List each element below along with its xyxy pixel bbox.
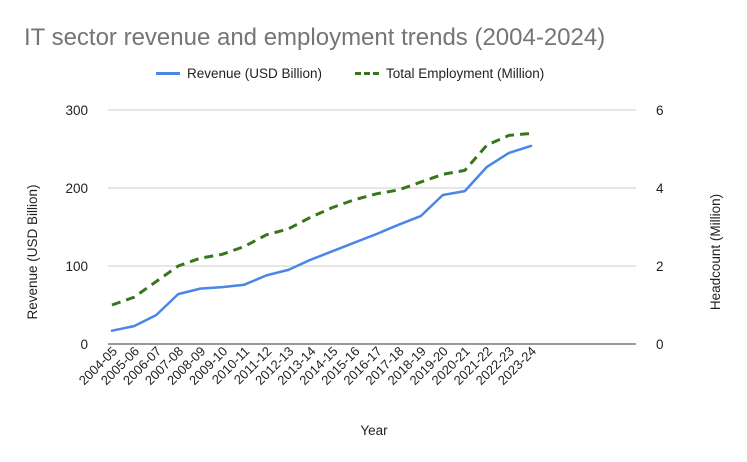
data-point-revenue: [508, 152, 510, 154]
x-axis-title: Year: [360, 423, 388, 438]
y2-tick-label: 0: [656, 337, 664, 352]
data-point-employment: [309, 216, 311, 218]
y2-tick-label: 2: [656, 259, 664, 274]
data-point-revenue: [331, 250, 333, 252]
data-point-employment: [464, 169, 466, 171]
y2-tick-label: 4: [656, 181, 664, 196]
data-point-revenue: [464, 190, 466, 192]
data-point-revenue: [243, 284, 245, 286]
data-point-employment: [221, 253, 223, 255]
y-tick-label: 100: [65, 259, 88, 274]
legend-label-employment: Total Employment (Million): [386, 66, 545, 81]
data-point-revenue: [442, 194, 444, 196]
legend: Revenue (USD Billion) Total Employment (…: [0, 66, 747, 86]
y2-tick-label: 6: [656, 103, 664, 118]
data-point-revenue: [265, 274, 267, 276]
data-point-employment: [287, 228, 289, 230]
data-point-employment: [265, 234, 267, 236]
data-point-employment: [508, 134, 510, 136]
data-point-employment: [420, 181, 422, 183]
data-point-employment: [111, 304, 113, 306]
data-point-revenue: [177, 293, 179, 295]
legend-item-employment[interactable]: Total Employment (Million): [355, 66, 544, 81]
data-point-employment: [353, 199, 355, 201]
data-point-revenue: [530, 145, 532, 147]
series-line-revenue: [110, 144, 533, 332]
data-point-employment: [486, 144, 488, 146]
data-point-revenue: [397, 223, 399, 225]
data-point-employment: [243, 245, 245, 247]
y-tick-label: 200: [65, 181, 88, 196]
data-point-revenue: [133, 325, 135, 327]
data-point-revenue: [287, 269, 289, 271]
data-point-revenue: [375, 233, 377, 235]
data-point-employment: [375, 193, 377, 195]
data-point-employment: [199, 257, 201, 259]
legend-swatch-employment: [355, 72, 379, 75]
series-line-employment: [111, 131, 532, 307]
data-point-employment: [155, 280, 157, 282]
data-point-revenue: [486, 166, 488, 168]
data-point-revenue: [221, 286, 223, 288]
y-tick-label: 0: [80, 337, 88, 352]
data-point-revenue: [111, 330, 113, 332]
data-point-revenue: [353, 241, 355, 243]
chart-title: IT sector revenue and employment trends …: [24, 24, 606, 51]
data-point-employment: [133, 296, 135, 298]
data-point-employment: [442, 173, 444, 175]
data-point-revenue: [309, 259, 311, 261]
data-point-employment: [530, 132, 532, 134]
legend-swatch-revenue: [156, 72, 180, 75]
legend-label-revenue: Revenue (USD Billion): [187, 66, 323, 81]
y2-axis-title: Headcount (Million): [708, 194, 723, 310]
y-tick-label: 300: [65, 103, 88, 118]
data-point-revenue: [155, 314, 157, 316]
data-point-revenue: [199, 287, 201, 289]
data-point-employment: [397, 189, 399, 191]
data-point-employment: [331, 206, 333, 208]
y-axis-title: Revenue (USD Billion): [25, 184, 40, 319]
data-point-employment: [177, 265, 179, 267]
legend-item-revenue[interactable]: Revenue (USD Billion): [156, 66, 322, 81]
data-point-revenue: [420, 215, 422, 217]
